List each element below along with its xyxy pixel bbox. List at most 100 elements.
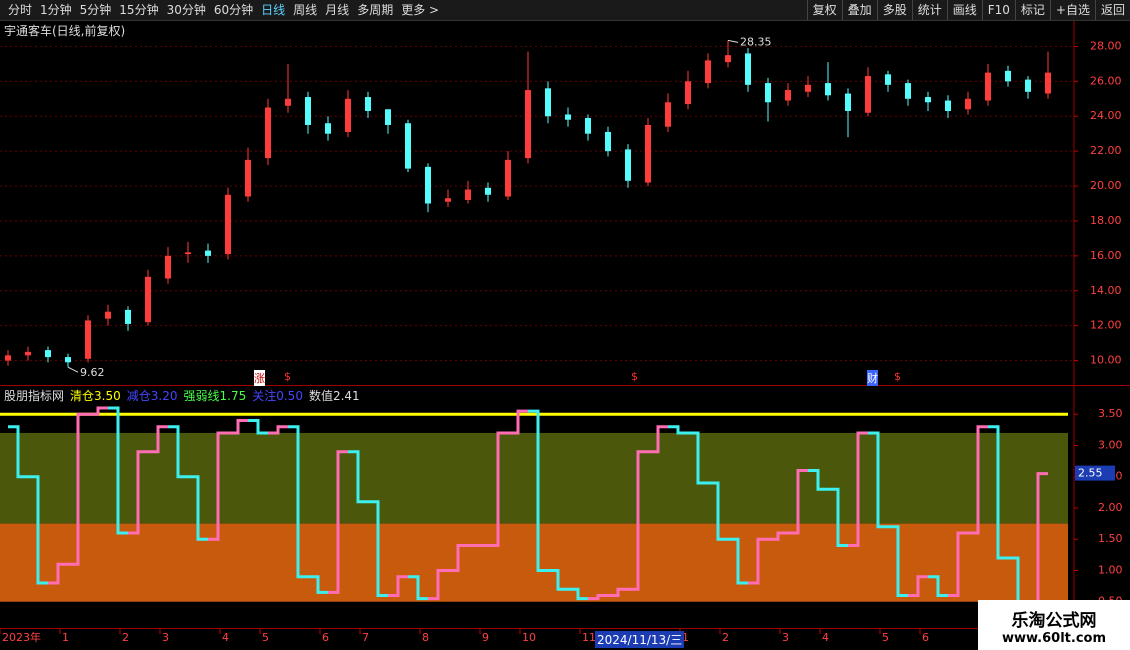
candle-body <box>745 53 751 85</box>
tab[interactable]: 周线 <box>293 3 318 17</box>
tab[interactable]: 5分钟 <box>79 3 112 17</box>
candle-body <box>545 88 551 117</box>
candle-body <box>65 357 71 363</box>
x-tick-label: 3 <box>782 631 789 644</box>
tool[interactable]: F10 <box>981 0 1015 20</box>
x-tick-label: 9 <box>482 631 489 644</box>
indicator-segment <box>48 562 68 585</box>
tool[interactable]: 画线 <box>946 0 982 20</box>
marker: $ <box>631 370 638 383</box>
candle-body <box>645 124 651 183</box>
indicator-segment <box>348 450 368 504</box>
tab[interactable]: 60分钟 <box>213 3 254 17</box>
tab[interactable]: 月线 <box>325 3 350 17</box>
indicator-segment <box>708 481 728 541</box>
indicator-segment <box>568 587 588 601</box>
y-tick-label: 1.50 <box>1098 532 1123 545</box>
y-tick-label: 14.00 <box>1090 284 1122 297</box>
tool[interactable]: +自选 <box>1049 0 1095 20</box>
indicator-segment <box>688 431 708 485</box>
indicator-segment <box>788 468 808 535</box>
indicator-segment <box>768 531 788 541</box>
x-tick-label: 2 <box>122 631 129 644</box>
indicator-segment <box>528 409 548 572</box>
y-tick-label: 10.00 <box>1090 354 1122 367</box>
candle-body <box>905 83 911 99</box>
x-tick-label: 2 <box>722 631 729 644</box>
candle-body <box>505 159 511 197</box>
level-value: 0.50 <box>276 389 303 403</box>
candle-body <box>385 109 391 125</box>
x-tick-label: 1 <box>682 631 689 644</box>
candle-body <box>965 98 971 110</box>
candle-body <box>1045 72 1051 94</box>
x-tick-label: 1 <box>62 631 69 644</box>
candle-body <box>865 76 871 113</box>
current-value-box <box>1075 465 1115 481</box>
tab[interactable]: 1分钟 <box>40 3 72 17</box>
tool[interactable]: 多股 <box>876 0 912 20</box>
candle-body <box>525 90 531 159</box>
indicator-segment <box>268 425 288 435</box>
candle-body <box>205 250 211 256</box>
indicator-segment <box>908 575 928 597</box>
tool[interactable]: 复权 <box>806 0 842 20</box>
indicator-segment <box>608 587 628 597</box>
band <box>0 523 1068 602</box>
tool[interactable]: 叠加 <box>841 0 877 20</box>
x-tick-label: 4 <box>822 631 829 644</box>
tool[interactable]: 返回 <box>1094 0 1130 20</box>
candle-body <box>945 100 951 112</box>
y-tick-label: 3.50 <box>1098 407 1123 420</box>
x-tick-label: 4 <box>222 631 229 644</box>
x-tick-label: 2023年 <box>2 630 41 644</box>
indicator-segment <box>188 475 208 541</box>
x-tick-label: 5 <box>262 631 269 644</box>
tool[interactable]: 标记 <box>1014 0 1050 20</box>
indicator-segment <box>288 425 308 579</box>
indicator-segment <box>628 450 648 591</box>
tab[interactable]: 多周期 <box>357 3 394 17</box>
readout-name: 数值 <box>308 389 333 403</box>
y-tick-label: 1.00 <box>1098 563 1123 576</box>
indicator-segment <box>968 425 988 535</box>
indicator-segment <box>208 431 228 541</box>
tab[interactable]: 更多 > <box>401 3 440 17</box>
indicator-segment <box>388 575 408 597</box>
watermark-url: www.60lt.com <box>1001 631 1107 646</box>
candle-body <box>305 97 311 125</box>
watermark-title: 乐淘公式网 <box>1011 611 1097 631</box>
tool[interactable]: 统计 <box>911 0 947 20</box>
tab[interactable]: 30分钟 <box>166 3 206 17</box>
candle-body <box>145 276 151 323</box>
annotation: 28.35 <box>740 35 772 48</box>
readout-value: 2.41 <box>332 389 360 403</box>
candle-body <box>445 198 451 202</box>
x-tick-label: 11 <box>582 631 596 644</box>
candle-body <box>265 107 271 159</box>
period-tabs: 分时 1分钟 5分钟 15分钟 30分钟 60分钟 日线 周线 月线 多周期 更多 > <box>0 0 443 20</box>
y-tick-label: 22.00 <box>1090 144 1122 157</box>
candle-body <box>705 60 711 84</box>
candle-body <box>345 98 351 132</box>
tab[interactable]: 日线 <box>261 3 286 17</box>
candle-body <box>785 90 791 101</box>
candle-body <box>1005 70 1011 82</box>
candle-body <box>25 351 31 356</box>
tab[interactable]: 分时 <box>8 3 33 17</box>
indicator-segment <box>928 575 948 597</box>
current-value: 2.55 <box>1078 467 1103 480</box>
indicator-segment <box>728 537 748 585</box>
x-tick-label: 7 <box>362 631 369 644</box>
indicator-segment <box>168 425 188 479</box>
candle-body <box>245 159 251 197</box>
candle-body <box>285 98 291 106</box>
candle-body <box>105 311 111 319</box>
tab[interactable]: 15分钟 <box>119 3 159 17</box>
candle-body <box>985 72 991 101</box>
indicator-segment <box>68 412 88 566</box>
indicator-title: 股朋指标网 <box>4 389 65 403</box>
x-tick-label: 3 <box>162 631 169 644</box>
